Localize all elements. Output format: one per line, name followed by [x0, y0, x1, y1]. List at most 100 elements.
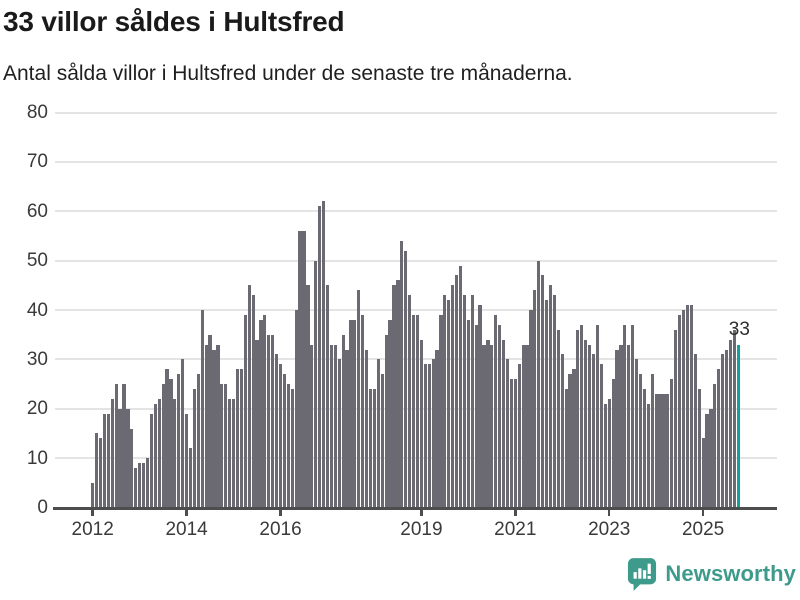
- bar: [427, 364, 431, 508]
- y-tick-label: 30: [26, 348, 48, 370]
- bar: [325, 285, 330, 508]
- bar: [318, 206, 322, 508]
- bar: [181, 359, 185, 508]
- bar: [678, 314, 682, 508]
- x-tick-label: 2025: [681, 518, 725, 540]
- bar: [623, 324, 627, 508]
- bar: [486, 339, 490, 508]
- bar: [259, 319, 263, 508]
- x-tick-mark: [279, 510, 282, 516]
- bar: [638, 374, 643, 508]
- bar: [717, 369, 721, 508]
- bar: [662, 393, 666, 508]
- bar: [533, 290, 537, 508]
- bar: [455, 275, 459, 508]
- x-tick-mark: [701, 510, 705, 516]
- bar: [298, 231, 302, 508]
- bar: [705, 413, 709, 508]
- bar: [353, 319, 357, 508]
- bar: [247, 285, 251, 508]
- bar: [220, 384, 224, 508]
- bar: [732, 329, 737, 508]
- bar: [278, 364, 283, 508]
- bar: [615, 349, 619, 508]
- x-tick-mark: [420, 510, 423, 516]
- bar: [251, 295, 255, 508]
- bar: [91, 482, 95, 508]
- x-tick-label: 2012: [71, 518, 114, 540]
- bar: [204, 344, 208, 508]
- bar: [556, 329, 560, 508]
- bar: [185, 413, 189, 508]
- bar: [545, 300, 549, 508]
- logo-icon: [627, 557, 657, 591]
- bar: [419, 339, 423, 508]
- bar: [482, 344, 486, 508]
- bar: [576, 329, 580, 508]
- bar: [470, 295, 474, 508]
- bar: [286, 384, 290, 508]
- y-tick-label: 80: [26, 102, 48, 123]
- bar: [595, 324, 600, 508]
- bar: [654, 393, 658, 508]
- bar: [216, 344, 220, 508]
- bar: [443, 295, 447, 508]
- bar: [392, 285, 396, 508]
- bar: [666, 393, 670, 508]
- x-tick-mark: [91, 510, 94, 516]
- gridline: [55, 111, 777, 114]
- bar: [294, 310, 298, 508]
- bar: [243, 314, 247, 508]
- bar: [466, 319, 470, 508]
- y-tick-label: 0: [37, 497, 48, 518]
- bar: [110, 398, 114, 508]
- bar: [271, 334, 275, 508]
- bar: [314, 260, 318, 508]
- bar: [439, 314, 443, 508]
- bar: [177, 374, 181, 508]
- bar: [118, 408, 122, 508]
- bar: [224, 384, 228, 508]
- x-tick-label: 2019: [400, 518, 443, 540]
- bar: [404, 250, 408, 508]
- bar: [498, 324, 502, 508]
- x-tick-label: 2014: [165, 518, 208, 540]
- x-axis-line: [53, 507, 777, 510]
- x-tick-label: 2016: [259, 518, 302, 540]
- bar: [267, 334, 271, 508]
- bar: [130, 428, 134, 508]
- newsworthy-logo[interactable]: Newsworthy: [627, 556, 796, 592]
- bar: [607, 398, 611, 508]
- bar: [501, 339, 506, 508]
- bar: [552, 295, 557, 508]
- bar: [635, 359, 639, 508]
- bar: [173, 398, 177, 508]
- bar: [670, 379, 674, 508]
- bar: [357, 290, 361, 508]
- bar: [376, 359, 380, 508]
- bar: [282, 374, 287, 508]
- bar: [145, 458, 150, 508]
- bar: [302, 231, 306, 508]
- bar: [537, 260, 541, 508]
- bar: [138, 463, 142, 508]
- bar: [423, 364, 427, 508]
- bar: [290, 389, 294, 508]
- bar: [505, 359, 510, 508]
- bar: [588, 344, 592, 508]
- gridline: [55, 160, 777, 163]
- bar: [341, 334, 345, 508]
- bar: [458, 265, 463, 508]
- bar: [263, 314, 267, 508]
- bar: [275, 354, 279, 508]
- x-tick-mark: [185, 510, 188, 516]
- bar: [310, 344, 314, 508]
- bar: [98, 438, 103, 508]
- bar: [631, 324, 635, 508]
- bar: [169, 379, 173, 508]
- y-tick-label: 10: [26, 447, 48, 469]
- bar: [474, 324, 478, 508]
- bar: [435, 349, 439, 508]
- bar: [102, 413, 107, 508]
